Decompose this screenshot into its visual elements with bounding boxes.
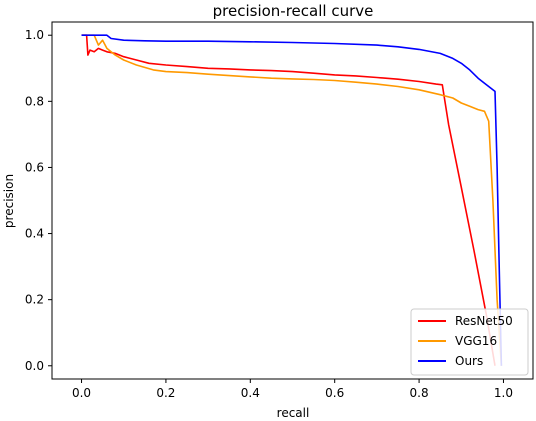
y-tick-label: 0.0 <box>25 359 44 373</box>
y-tick-label: 1.0 <box>25 28 44 42</box>
x-tick-label: 1.0 <box>494 386 513 400</box>
x-tick-label: 0.0 <box>72 386 91 400</box>
x-tick-label: 0.8 <box>410 386 429 400</box>
series-line-resnet50 <box>81 34 496 366</box>
series-line-vgg16 <box>81 34 503 366</box>
legend-label-resnet50: ResNet50 <box>455 314 513 328</box>
legend-label-ours: Ours <box>455 354 483 368</box>
x-axis: 0.0 0.2 0.4 0.6 0.8 1.0 <box>72 379 513 400</box>
legend-label-vgg16: VGG16 <box>455 334 497 348</box>
x-axis-label: recall <box>277 406 310 420</box>
y-tick-label: 0.2 <box>25 293 44 307</box>
y-tick-label: 0.8 <box>25 94 44 108</box>
series-line-ours <box>81 34 503 366</box>
x-tick-label: 0.4 <box>241 386 260 400</box>
series-layer <box>81 34 503 366</box>
x-tick-label: 0.2 <box>156 386 175 400</box>
x-tick-label: 0.6 <box>325 386 344 400</box>
y-tick-label: 0.6 <box>25 160 44 174</box>
y-axis-label: precision <box>2 174 16 228</box>
chart-title: precision-recall curve <box>213 2 374 20</box>
legend: ResNet50 VGG16 Ours <box>410 308 529 376</box>
y-axis: 0.0 0.2 0.4 0.6 0.8 1.0 <box>25 28 52 373</box>
legend-box <box>410 308 529 376</box>
plot-frame <box>51 21 534 380</box>
plot-area <box>51 21 534 380</box>
y-tick-label: 0.4 <box>25 227 44 241</box>
